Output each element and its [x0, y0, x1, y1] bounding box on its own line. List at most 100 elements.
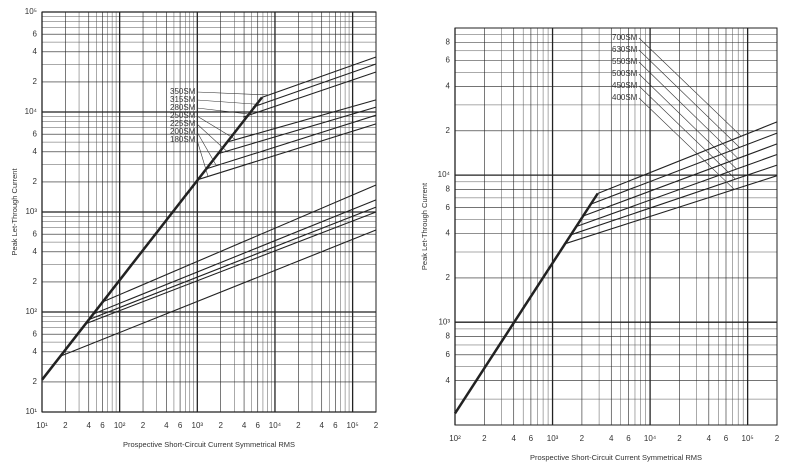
series-line [252, 63, 377, 108]
x-tick-label: 6 [529, 434, 534, 443]
y-tick-label: 10³ [25, 207, 37, 216]
series-label: 315SM [170, 95, 196, 104]
x-tick-label: 4 [609, 434, 614, 443]
y-tick-label: 6 [446, 56, 451, 65]
y-tick-label: 4 [33, 347, 38, 356]
series-line [216, 106, 377, 155]
x-tick-label: 4 [164, 421, 169, 430]
x-tick-label: 4 [87, 421, 92, 430]
y-tick-label: 4 [446, 82, 451, 91]
leader-line [196, 131, 217, 166]
y-tick-label: 4 [33, 247, 38, 256]
leader-line [638, 85, 736, 180]
y-tick-label: 10⁴ [25, 107, 38, 116]
series-label: 700SM [612, 33, 638, 42]
x-tick-label: 2 [141, 421, 146, 430]
x-tick-label: 6 [724, 434, 729, 443]
series-line [569, 164, 778, 236]
y-tick-label: 6 [446, 350, 451, 359]
x-tick-label: 2 [677, 434, 682, 443]
leader-line [196, 123, 227, 152]
y-tick-label: 2 [446, 273, 451, 282]
series-line [589, 132, 778, 206]
y-tick-label: 2 [33, 377, 38, 386]
x-tick-label: 6 [100, 421, 105, 430]
y-tick-label: 8 [446, 332, 451, 341]
x-tick-label: 10³ [192, 421, 204, 430]
y-tick-label: 2 [33, 177, 38, 186]
y-axis-label: Peak Let-Through Current [420, 182, 429, 270]
y-tick-label: 6 [33, 129, 38, 138]
leader-line [196, 139, 209, 177]
leader-line [196, 99, 261, 105]
series-label: 630SM [612, 45, 638, 54]
y-tick-label: 10¹ [25, 407, 37, 416]
y-tick-label: 2 [33, 77, 38, 86]
x-tick-label: 6 [626, 434, 631, 443]
x-tick-label: 6 [256, 421, 261, 430]
series-label: 280SM [170, 103, 196, 112]
series-line [88, 206, 377, 321]
leader-line [638, 61, 739, 159]
x-tick-label: 6 [178, 421, 183, 430]
series-label: 350SM [170, 87, 196, 96]
series-line [574, 153, 778, 228]
y-tick-label: 8 [446, 184, 451, 193]
series-label: 450SM [612, 81, 638, 90]
series-line [206, 114, 377, 170]
plot-frame [454, 27, 778, 426]
series-line [102, 184, 377, 303]
y-tick-label: 6 [33, 229, 38, 238]
x-tick-label: 4 [512, 434, 517, 443]
series-line [92, 199, 377, 315]
x-tick-label: 2 [775, 434, 780, 443]
series-label: 400SM [612, 93, 638, 102]
leader-line [196, 115, 236, 140]
series-label: 200SM [170, 127, 196, 136]
y-tick-label: 6 [33, 329, 38, 338]
series-line [59, 229, 377, 357]
series-line [581, 143, 778, 218]
y-tick-label: 10³ [438, 317, 450, 326]
leader-line [638, 97, 735, 190]
x-tick-label: 10⁵ [742, 434, 754, 443]
y-tick-label: 8 [446, 37, 451, 46]
leader-line [638, 73, 737, 170]
x-tick-label: 10² [114, 421, 126, 430]
x-axis-label: Prospective Short-Circuit Current Symmet… [530, 453, 702, 462]
y-tick-label: 2 [33, 277, 38, 286]
x-tick-label: 10³ [547, 434, 559, 443]
x-tick-label: 2 [296, 421, 301, 430]
y-tick-label: 10² [25, 307, 37, 316]
x-tick-label: 10¹ [36, 421, 48, 430]
series-label: 225SM [170, 119, 196, 128]
x-tick-label: 10⁴ [269, 421, 282, 430]
leader-line [196, 107, 252, 115]
leader-line [638, 49, 740, 148]
series-label: 550SM [612, 57, 638, 66]
y-tick-label: 4 [446, 376, 451, 385]
y-tick-label: 10⁵ [25, 7, 37, 16]
y-tick-label: 6 [446, 203, 451, 212]
series-line [41, 96, 263, 381]
x-tick-label: 2 [580, 434, 585, 443]
series-line [85, 211, 377, 325]
x-tick-label: 4 [242, 421, 247, 430]
series-line [597, 121, 778, 195]
series-line [243, 71, 377, 118]
x-tick-label: 2 [374, 421, 379, 430]
y-axis-label: Peak Let-Through Current [10, 168, 19, 256]
series-label: 500SM [612, 69, 638, 78]
series-label: 250SM [170, 111, 196, 120]
leader-line [196, 91, 269, 96]
x-axis-label: Prospective Short-Circuit Current Symmet… [123, 440, 295, 449]
y-tick-label: 4 [446, 229, 451, 238]
series-label: 180SM [170, 135, 196, 144]
series-line [197, 123, 377, 181]
x-tick-label: 4 [319, 421, 324, 430]
series-line [226, 99, 377, 143]
y-tick-label: 10⁴ [438, 170, 451, 179]
y-tick-label: 2 [446, 126, 451, 135]
x-tick-label: 10⁴ [644, 434, 657, 443]
